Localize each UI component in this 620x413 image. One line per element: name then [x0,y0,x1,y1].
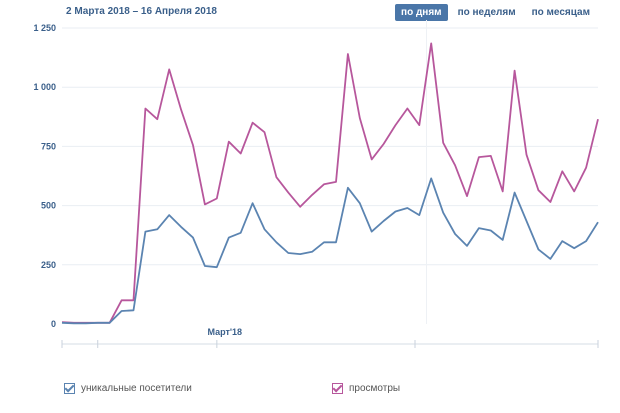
legend-unique-visitors-label: уникальные посетители [81,383,192,394]
y-tick-label: 250 [41,260,56,270]
y-tick-label: 0 [51,319,56,329]
line-chart: 0 250 500 750 1 000 1 250 Март'18 [33,20,599,348]
period-week-button[interactable]: по неделям [457,7,516,18]
date-range: 2 Марта 2018 – 16 Апреля 2018 [66,6,217,17]
period-selector: по дням по неделям по месяцам [395,4,596,21]
checkbox-unique-visitors[interactable] [64,383,75,394]
y-tick-label: 1 250 [33,23,56,33]
checkbox-views[interactable] [332,383,343,394]
y-tick-label: 1 000 [33,82,56,92]
series-line-views [61,42,599,324]
legend-views-label: просмотры [349,383,401,394]
legend-unique-visitors[interactable]: уникальные посетители [64,383,192,394]
period-month-button[interactable]: по месяцам [531,7,590,18]
y-tick-label: 750 [41,141,56,151]
x-tick-label: Март'18 [207,327,242,337]
series-line-unique-visitors [61,177,599,325]
legend-views[interactable]: просмотры [332,383,400,394]
period-day-button[interactable]: по дням [395,4,448,21]
y-tick-label: 500 [41,201,56,211]
